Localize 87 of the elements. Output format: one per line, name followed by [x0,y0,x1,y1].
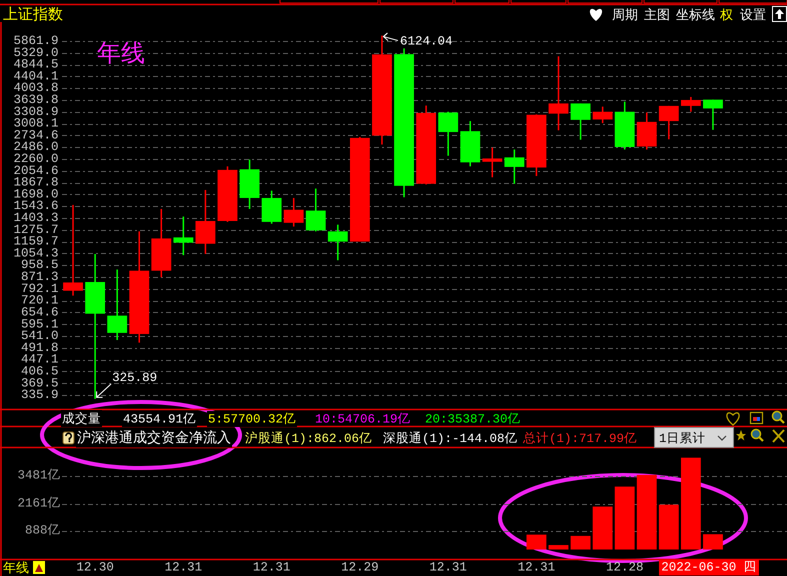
y-tick-label: 369.5 [20,376,58,390]
y-tick-label: 541.0 [20,329,58,344]
candlestick [548,56,568,132]
y-tick-label: 3639.8 [13,92,58,107]
y-tick-label: 2054.6 [13,164,58,178]
candlestick [196,189,216,255]
y-tick-label: 2734.6 [13,128,58,142]
y-tick-label: 3008.1 [13,116,58,131]
candlestick [504,148,524,185]
text: 沪股通(1):862.06亿 [245,430,372,446]
bar [548,545,568,550]
text: 20:35387.30亿 [425,412,521,426]
text: 10:54706.19亿 [315,412,411,426]
text: 5:57700.32亿 [208,412,296,426]
y-tick-label: 958.5 [20,258,58,272]
y-tick-label: 1867.8 [13,176,58,190]
x-tick-label: 12.31 [252,560,290,574]
y-tick-label: 871.3 [20,270,58,284]
bar [592,506,613,550]
x-tick-label: 12.30 [76,560,114,574]
y-tick-label: 406.5 [20,364,58,378]
text: 年线 [3,561,29,576]
y-tick-label: 888亿 [24,522,60,538]
y-tick-label: 3481亿 [17,468,60,483]
text: 总计(1):717.99亿 [522,431,638,446]
x-tick-label: 12.31 [429,560,467,574]
candlestick [570,102,590,141]
candlestick [328,224,348,261]
text: 成交量 [62,410,101,426]
candlestick [482,146,502,178]
y-tick-label: 335.9 [20,388,58,402]
y-tick-label: 447.1 [20,352,58,367]
y-tick-label: 2260.0 [13,152,58,166]
bar [658,504,679,550]
candlestick [63,204,83,296]
bar [680,458,701,550]
y-tick-label: 1275.7 [13,222,58,237]
y-tick-label: 792.1 [20,282,58,296]
y-tick-label: 1698.0 [13,187,58,202]
bar [614,486,635,550]
chart-title: 上证指数 [3,6,63,24]
x-tick-label: 12.28 [606,560,644,574]
y-tick-label: 1054.3 [13,246,58,260]
bar [570,536,590,550]
text: 年线 [97,41,145,69]
candlestick [262,190,282,224]
y-tick-label: 491.8 [20,340,58,355]
bar [526,534,546,550]
y-tick-label: 4844.5 [13,58,58,72]
y-tick-label: 1543.6 [13,199,58,214]
candlestick [107,268,128,341]
candlestick [306,188,326,232]
y-tick-label: 4003.8 [13,81,58,96]
y-tick-label: 4404.1 [13,69,58,84]
x-tick-label: 12.31 [518,560,556,574]
annotation: 主图 [644,7,670,23]
bar [703,534,723,550]
candlestick [658,105,679,140]
candlestick [592,106,613,124]
annotation: 坐标线 [676,8,715,23]
text: 43554.91亿 [123,412,196,426]
candlestick [284,197,304,228]
y-tick-label: 1159.7 [13,234,58,249]
y-tick-label: 654.6 [20,305,58,320]
y-tick-label: 2161亿 [17,496,60,511]
annotation: 周期 [612,8,638,23]
x-tick-label: 12.29 [341,560,379,574]
y-tick-label: 1403.3 [13,211,58,226]
chart-title: 沪深港通成交资金净流入 [77,430,231,447]
annotation: 权 [719,8,733,23]
y-tick-label: 3308.9 [13,104,58,119]
candlestick [173,216,194,256]
annotation: 325.89 [112,370,158,385]
text: 深股通(1):-144.08亿 [383,431,518,446]
x-tick-label: 12.31 [164,560,202,574]
text: 设置 [740,8,766,23]
y-tick-label: 720.1 [20,294,58,308]
y-tick-label: 5329.0 [13,46,58,60]
candlestick [438,111,458,157]
candlestick [703,98,723,131]
text: 1日累计 [659,431,706,446]
annotation: 6124.04 [400,34,452,49]
y-tick-label: 5861.9 [13,34,58,48]
candlestick [680,96,701,113]
y-tick-label: 2486.0 [13,140,58,154]
bar [636,474,657,550]
y-tick-label: 595.1 [20,317,58,332]
